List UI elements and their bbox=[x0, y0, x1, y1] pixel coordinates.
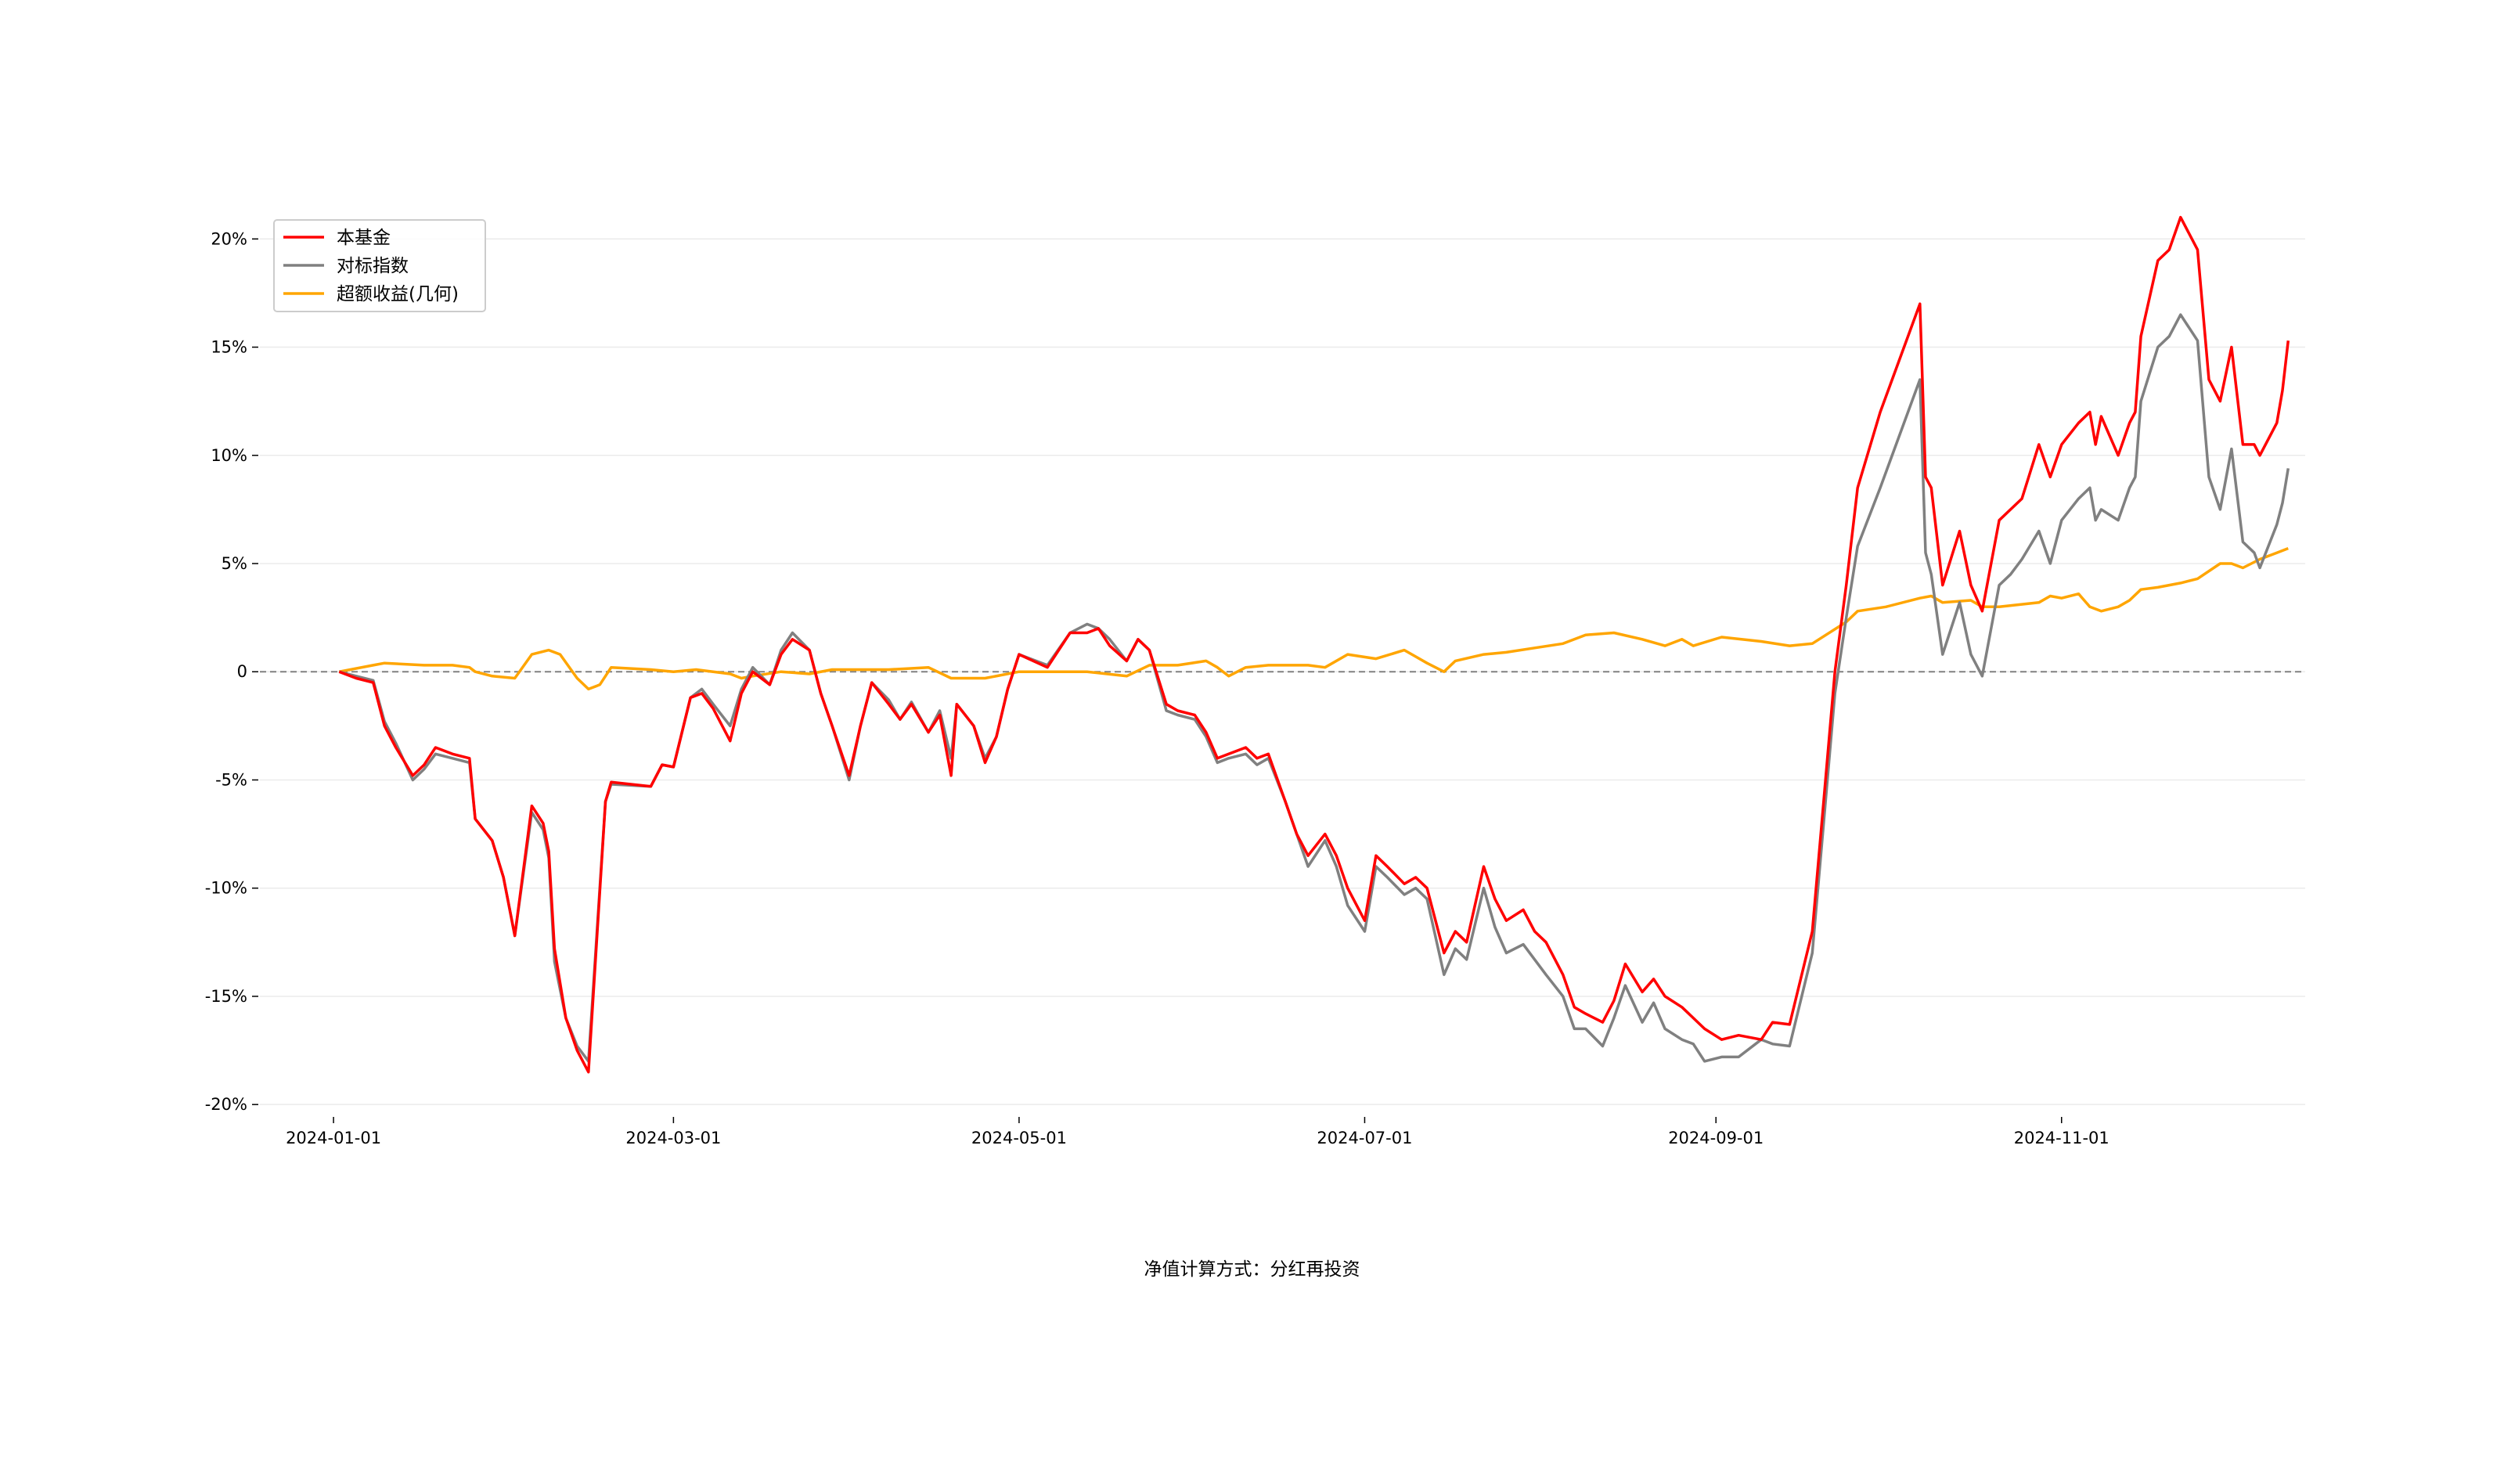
series-line-excess bbox=[338, 546, 2289, 691]
x-tick-label: 2024-11-01 bbox=[2014, 1129, 2109, 1147]
y-tick-label: 0 bbox=[237, 662, 247, 681]
series-lines bbox=[338, 215, 2290, 1074]
x-tick-label: 2024-01-01 bbox=[286, 1129, 381, 1147]
y-tick-label: -10% bbox=[205, 879, 247, 898]
y-tick-label: -15% bbox=[205, 987, 247, 1006]
y-tick-label: -5% bbox=[215, 770, 247, 789]
y-tick-label: 15% bbox=[211, 338, 247, 357]
x-tick-label: 2024-09-01 bbox=[1668, 1129, 1764, 1147]
y-tick-label: 10% bbox=[211, 446, 247, 465]
x-tick-label: 2024-05-01 bbox=[971, 1129, 1067, 1147]
legend-frame bbox=[273, 219, 486, 312]
x-axis: 2024-01-01 2024-03-01 2024-05-01 2024-07-01… bbox=[286, 1117, 2109, 1147]
y-axis: 20% 15% 10% 5% 0 -5% -10% -15% -20% bbox=[205, 229, 258, 1114]
series-line-benchmark bbox=[338, 313, 2290, 1063]
legend-label-fund: 本基金 bbox=[337, 228, 391, 248]
legend-label-benchmark: 对标指数 bbox=[337, 256, 409, 276]
y-tick-label: 5% bbox=[222, 554, 247, 573]
legend: 本基金 对标指数 超额收益(几何) bbox=[273, 219, 486, 312]
nav-calculation-note: 净值计算方式：分红再投资 bbox=[1144, 1259, 1360, 1280]
legend-label-excess: 超额收益(几何) bbox=[337, 284, 459, 304]
x-tick-label: 2024-07-01 bbox=[1317, 1129, 1412, 1147]
x-tick-label: 2024-03-01 bbox=[625, 1129, 721, 1147]
series-line-fund bbox=[338, 215, 2290, 1074]
y-tick-label: 20% bbox=[211, 229, 247, 248]
y-tick-label: -20% bbox=[205, 1095, 247, 1114]
